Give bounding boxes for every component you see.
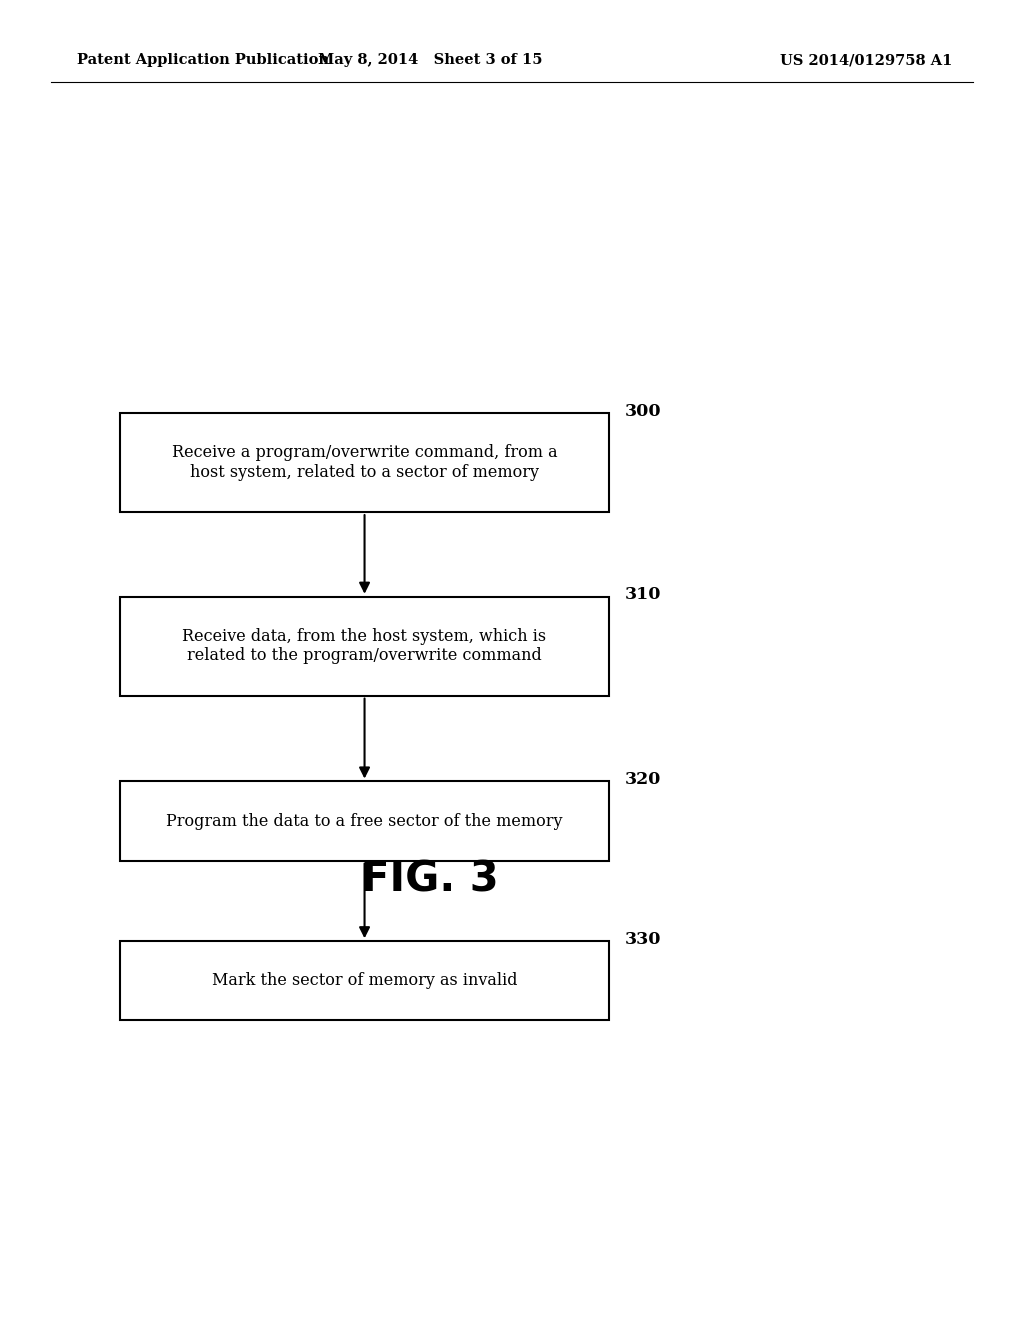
Text: US 2014/0129758 A1: US 2014/0129758 A1 — [780, 53, 952, 67]
Text: Receive data, from the host system, which is
related to the program/overwrite co: Receive data, from the host system, whic… — [182, 628, 547, 664]
Text: Mark the sector of memory as invalid: Mark the sector of memory as invalid — [212, 973, 517, 989]
Text: 330: 330 — [625, 931, 662, 948]
Bar — [120, 597, 609, 696]
Text: May 8, 2014   Sheet 3 of 15: May 8, 2014 Sheet 3 of 15 — [317, 53, 543, 67]
Text: Receive a program/overwrite command, from a
host system, related to a sector of : Receive a program/overwrite command, fro… — [172, 445, 557, 480]
Text: 320: 320 — [625, 771, 662, 788]
Text: 300: 300 — [625, 403, 662, 420]
Bar — [120, 941, 609, 1020]
Bar — [120, 781, 609, 861]
Text: FIG. 3: FIG. 3 — [361, 859, 499, 902]
Text: Program the data to a free sector of the memory: Program the data to a free sector of the… — [166, 813, 563, 829]
Bar — [120, 413, 609, 512]
Text: Patent Application Publication: Patent Application Publication — [77, 53, 329, 67]
Text: 310: 310 — [625, 586, 662, 603]
